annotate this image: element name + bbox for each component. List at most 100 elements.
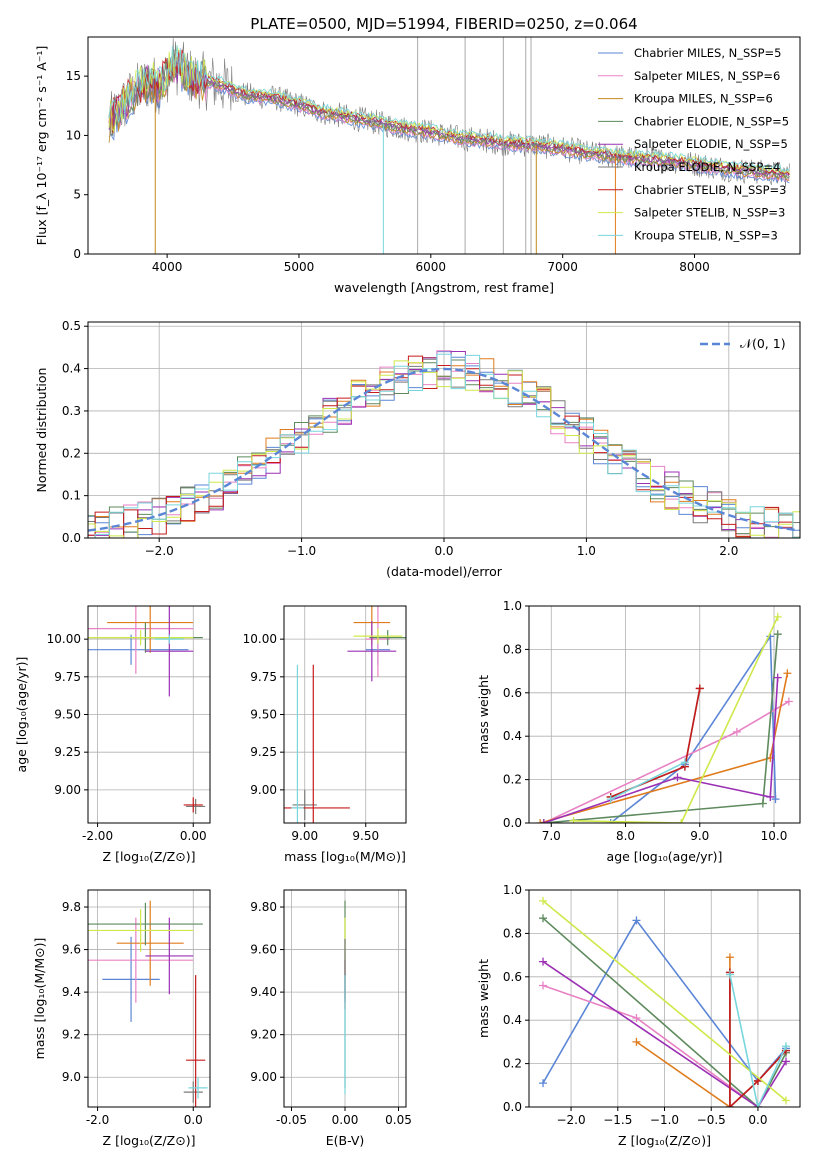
- age_vs_Z-ytick-label-1: 9.25: [54, 745, 81, 759]
- spectrum-ytick-label-0: 0: [73, 247, 81, 261]
- spectrum-legend-label-6: Chabrier STELIB, N_SSP=3: [634, 183, 786, 197]
- massweight_vs_Z-ytick-label-1: 0.2: [503, 1057, 522, 1071]
- massweight_vs_Z-xtick-label-3: −0.5: [697, 1113, 726, 1127]
- spectrum-xtick-label-1: 5000: [284, 260, 315, 274]
- massweight_vs_Z-ytick-label-0: 0.0: [503, 1100, 522, 1114]
- massweight_vs_Z-series-7-point-0: [539, 896, 548, 905]
- massweight_vs_Z-series-1-point-0: [539, 981, 548, 990]
- residuals-xtick-label-3: 1.0: [577, 544, 596, 558]
- massweight_vs_Z-series-2-point-0: [632, 1037, 641, 1046]
- residuals-ytick-label-1: 0.1: [62, 489, 81, 503]
- massweight_vs_age-ytick-label-0: 0.0: [503, 816, 522, 830]
- residual-histogram-4: [88, 351, 800, 538]
- model-spectrum-line-8: [108, 44, 790, 172]
- residuals-ylabel: Normed distribution: [34, 368, 49, 493]
- residuals-marks: [88, 350, 800, 538]
- massweight_vs_age-series-6-point-2: [695, 684, 704, 693]
- mass_vs_ebv-xlabel: E(B-V): [326, 1133, 365, 1148]
- massweight_vs_age-series-3-point-2: [773, 630, 782, 639]
- spectrum-xlabel: wavelength [Angstrom, rest frame]: [334, 280, 554, 295]
- mass_vs_Z-ylabel: mass [log₁₀(M/M⊙)]: [32, 938, 47, 1060]
- mass_vs_ebv-ytick-label-0: 9.00: [250, 1070, 277, 1084]
- massweight_vs_age-series-8-point-1: [680, 758, 689, 767]
- mass_vs_ebv-xtick-label-1: 0.00: [332, 1113, 359, 1127]
- spectrum-ylabel: Flux [f_λ 10⁻¹⁷ erg cm⁻² s⁻¹ A⁻¹]: [34, 46, 49, 246]
- massweight_vs_age-frame: [528, 605, 801, 824]
- massweight_vs_Z-xtick-label-0: −2.0: [556, 1113, 585, 1127]
- mass_vs_Z-xlabel: Z [log₁₀(Z/Z⊙)]: [103, 1133, 196, 1148]
- massweight_vs_age-series-4-point-3: [773, 673, 782, 682]
- massweight_vs_age-series-3-point-1: [758, 799, 767, 808]
- age_vs_mass-ytick-label-1: 9.25: [250, 745, 277, 759]
- mass_vs_Z-ytick-label-0: 9.0: [62, 1070, 81, 1084]
- age_vs_Z-ytick-label-0: 9.00: [54, 783, 81, 797]
- massweight_vs_Z-series-1-point-1: [632, 1014, 641, 1023]
- massweight_vs_age-xtick-label-1: 8.0: [616, 829, 635, 843]
- mass_vs_Z-ytick-label-1: 9.2: [62, 1028, 81, 1042]
- massweight_vs_age-series-2-point-0: [536, 819, 545, 823]
- residuals-ytick-label-3: 0.3: [62, 404, 81, 418]
- massweight_vs_age-series-2-point-2: [783, 669, 792, 678]
- massweight_vs_Z-ytick-label-4: 0.8: [503, 926, 522, 940]
- massweight_vs_age-series-line-7: [573, 616, 779, 823]
- spectrum-legend-label-5: Kroupa ELODIE, N_SSP=4: [634, 160, 780, 174]
- mass_vs_Z-ytick-label-2: 9.4: [62, 985, 81, 999]
- age_vs_mass-marks: [284, 606, 406, 823]
- spectrum-ytick-label-3: 15: [66, 69, 81, 83]
- residuals-xtick-label-0: −2.0: [145, 544, 174, 558]
- massweight_vs_age-series-4-point-0: [539, 819, 548, 823]
- massweight_vs_age-xlabel: age [log₁₀(age/yr)]: [607, 849, 723, 864]
- massweight_vs_age-series-line-8: [610, 761, 686, 800]
- massweight_vs_Z-series-line-6: [729, 972, 787, 1107]
- massweight_vs_Z-series-line-3: [542, 917, 787, 1107]
- massweight_vs_Z-series-4-point-0: [539, 957, 548, 966]
- massweight_vs_age-series-7-point-1: [677, 819, 686, 823]
- mass_vs_Z-frame: [87, 889, 211, 1108]
- figure-title: PLATE=0500, MJD=51994, FIBERID=0250, z=0…: [250, 15, 637, 33]
- mass_vs_ebv-xtick-label-2: 0.05: [385, 1113, 412, 1127]
- residuals-ytick-label-2: 0.2: [62, 446, 81, 460]
- mass_vs_ebv-ytick-label-1: 9.20: [250, 1028, 277, 1042]
- mass_vs_ebv-ytick-label-3: 9.60: [250, 943, 277, 957]
- age_vs_mass-xtick-label-1: 9.50: [352, 829, 379, 843]
- spectrum-legend-label-2: Kroupa MILES, N_SSP=6: [634, 92, 773, 106]
- age_vs_mass-xtick-label-0: 9.00: [291, 829, 318, 843]
- age_vs_mass-xlabel: mass [log₁₀(M/M⊙)]: [284, 849, 406, 864]
- massweight_vs_Z-marks: [539, 896, 790, 1107]
- residuals-panel: −2.0 −1.0 0.0 1.0 2.0 0.0 0.1 0.2 0.3 0.4 0.5 (data…: [34, 319, 801, 579]
- massweight_vs_age-xtick-label-3: 10.0: [761, 829, 788, 843]
- massweight_vs_age-ytick-label-2: 0.4: [503, 729, 522, 743]
- massweight_vs_age-series-4-point-1: [673, 773, 682, 782]
- age_vs_Z-xtick-label-1: 0.00: [180, 829, 207, 843]
- residuals-xlabel: (data-model)/error: [386, 564, 503, 579]
- residuals-xtick-label-2: 0.0: [434, 544, 453, 558]
- massweight_vs_age-xtick-label-0: 7.0: [542, 829, 561, 843]
- mass_vs_Z-marks: [88, 900, 208, 1107]
- massweight_vs_age-series-0-point-0: [606, 819, 615, 823]
- mass_vs_ebv-ytick-label-2: 9.40: [250, 985, 277, 999]
- massweight_vs_Z-ylabel: mass weight: [476, 959, 491, 1038]
- massweight_vs_Z-ytick-label-2: 0.4: [503, 1013, 522, 1027]
- massweight_vs_Z-ytick-label-3: 0.6: [503, 970, 522, 984]
- age_vs_Z-xlabel: Z [log₁₀(Z/Z⊙)]: [103, 849, 196, 864]
- massweight_vs_Z-xlabel: Z [log₁₀(Z/Z⊙)]: [618, 1133, 711, 1148]
- massweight_vs_Z-xtick-label-4: 0.0: [748, 1113, 767, 1127]
- model-spectrum-line-0: [108, 54, 790, 184]
- residuals-xtick-label-4: 2.0: [719, 544, 738, 558]
- massweight_vs_Z-panel: −2.0 −1.5 −1.0 −0.5 0.0 0.0 0.2 0.4 0.6 0.8 1.0 Z […: [476, 883, 801, 1148]
- mass_vs_ebv-xtick-label-0: -0.05: [276, 1113, 307, 1127]
- age_vs_mass-ytick-label-2: 9.50: [250, 708, 277, 722]
- residual-histogram-5: [88, 358, 800, 538]
- age_vs_Z-panel: -2.00 0.00 9.00 9.25 9.50 9.75 10.00 Z [log₁₀(Z…: [14, 605, 211, 864]
- massweight_vs_Z-series-3-point-0: [539, 914, 548, 923]
- massweight_vs_Z-series-2-point-2: [725, 953, 734, 962]
- residuals-xtick-label-1: −1.0: [287, 544, 316, 558]
- mass_vs_Z-panel: -2.0 0.0 9.0 9.2 9.4 9.6 9.8 Z [log₁₀(Z/Z⊙)] mas…: [32, 889, 211, 1148]
- massweight_vs_Z-series-line-8: [729, 974, 787, 1107]
- spectrum-legend-label-3: Chabrier ELODIE, N_SSP=5: [634, 114, 789, 128]
- massweight_vs_age-ytick-label-5: 1.0: [503, 599, 522, 613]
- residuals-ytick-label-5: 0.5: [62, 319, 81, 333]
- massweight_vs_age-series-0-point-3: [771, 795, 780, 804]
- mass_vs_Z-plot-area: [88, 890, 210, 1107]
